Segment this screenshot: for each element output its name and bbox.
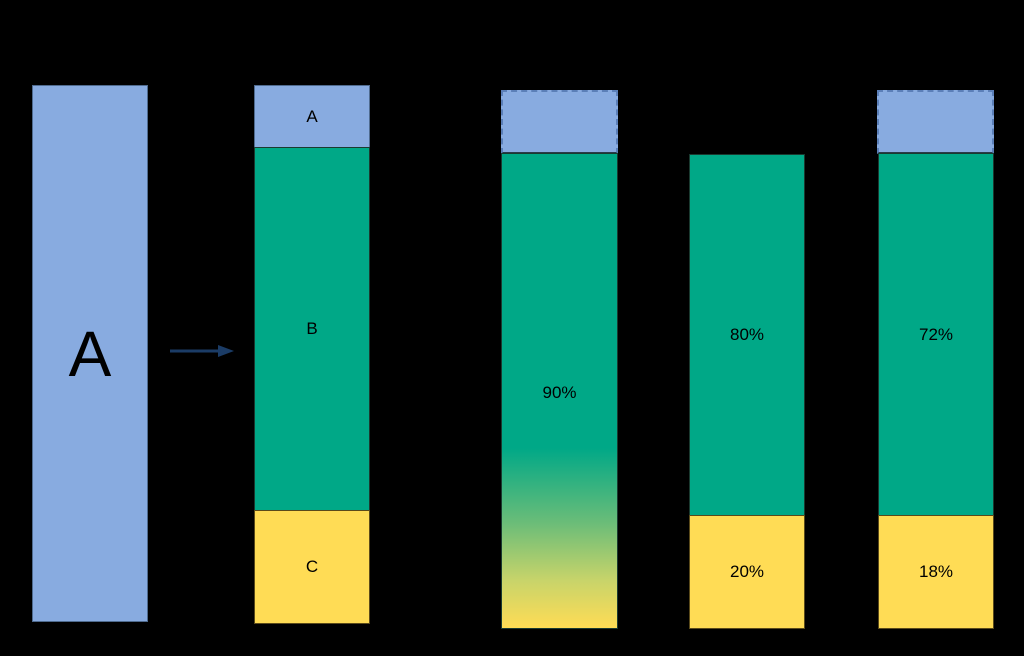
split-segment-a-label: A [306, 106, 318, 126]
split-segment-b-label: B [306, 319, 318, 338]
segment-72: 72% [878, 153, 994, 516]
split-segment-c-label: C [305, 557, 319, 576]
split-segment-c: C [254, 510, 370, 624]
segment-80: 80% [689, 154, 805, 516]
segment-20-label: 20% [729, 562, 765, 581]
segment-18: 18% [878, 515, 994, 629]
split-72-18-dashed-top [877, 90, 994, 154]
gradient-bar-main: 90% [501, 153, 618, 629]
arrow-right-icon [170, 345, 234, 357]
gradient-bar-dashed-top [501, 90, 618, 154]
source-bar-a: A [32, 85, 148, 622]
segment-72-label: 72% [918, 324, 954, 344]
split-segment-a: A [254, 85, 370, 148]
split-segment-b: B [254, 147, 370, 511]
source-bar-label: A [68, 317, 112, 390]
segment-18-label: 18% [918, 562, 954, 581]
segment-80-label: 80% [729, 325, 765, 344]
gradient-bar-percent-label: 90% [542, 383, 577, 402]
segment-20: 20% [689, 515, 805, 629]
